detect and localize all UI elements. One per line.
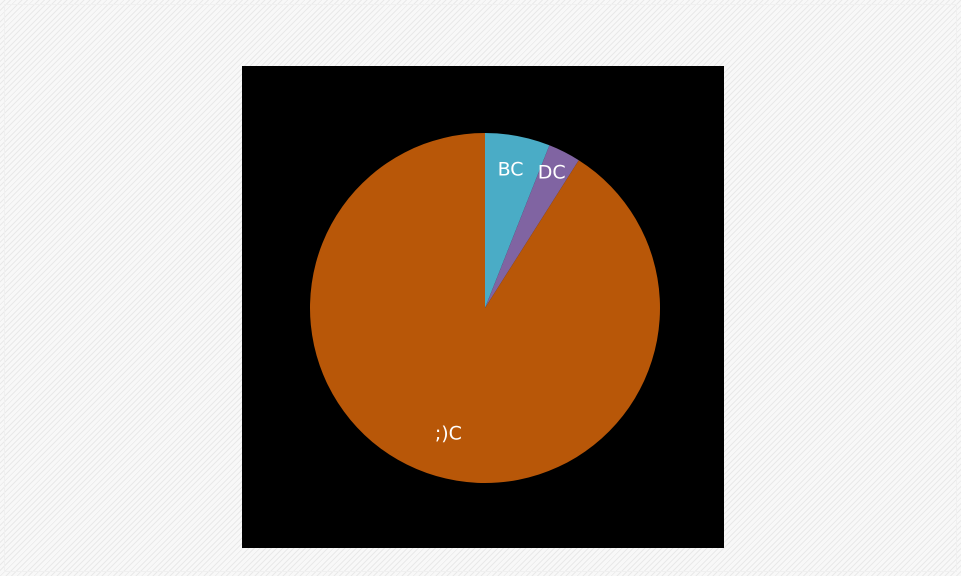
- slice-label-1: BC: [498, 158, 524, 180]
- pie-slice-2-dc: [485, 145, 579, 308]
- chart-area: BC DC ;)C: [242, 66, 724, 548]
- slice-label-2: DC: [538, 162, 566, 184]
- pie-slice-1-bc: [485, 133, 550, 308]
- pie-chart: BC DC ;)C: [310, 133, 661, 483]
- slice-label-3: ;)C: [435, 423, 462, 445]
- pie-slices: [310, 133, 661, 483]
- pie-labels: BC DC ;)C: [435, 158, 566, 444]
- pie-slice-3-c: [310, 133, 661, 483]
